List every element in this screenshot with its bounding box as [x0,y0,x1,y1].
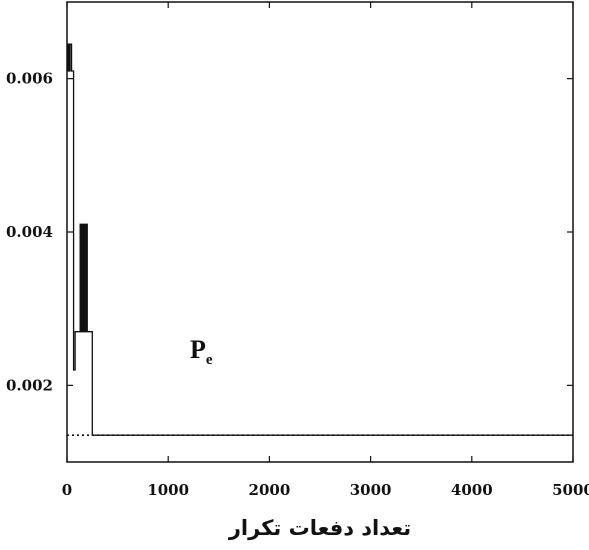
pe-annotation-main: P [190,335,206,364]
x-tick-label: 5000 [552,481,589,499]
x-tick-label: 1000 [147,481,189,499]
y-tick-label: 0.004 [6,223,53,241]
y-tick-label: 0.006 [6,70,53,88]
series-line-0 [67,43,573,436]
x-tick-label: 0 [62,481,72,499]
y-tick-label: 0.002 [6,376,53,394]
x-tick-label: 2000 [249,481,291,499]
x-tick-label: 3000 [350,481,392,499]
pe-annotation: Pe [190,335,213,368]
plot-frame [66,1,574,463]
x-axis-title: تعداد دفعات تکرار [228,516,411,540]
x-tick-label: 4000 [451,481,493,499]
pe-annotation-sub: e [206,352,213,368]
